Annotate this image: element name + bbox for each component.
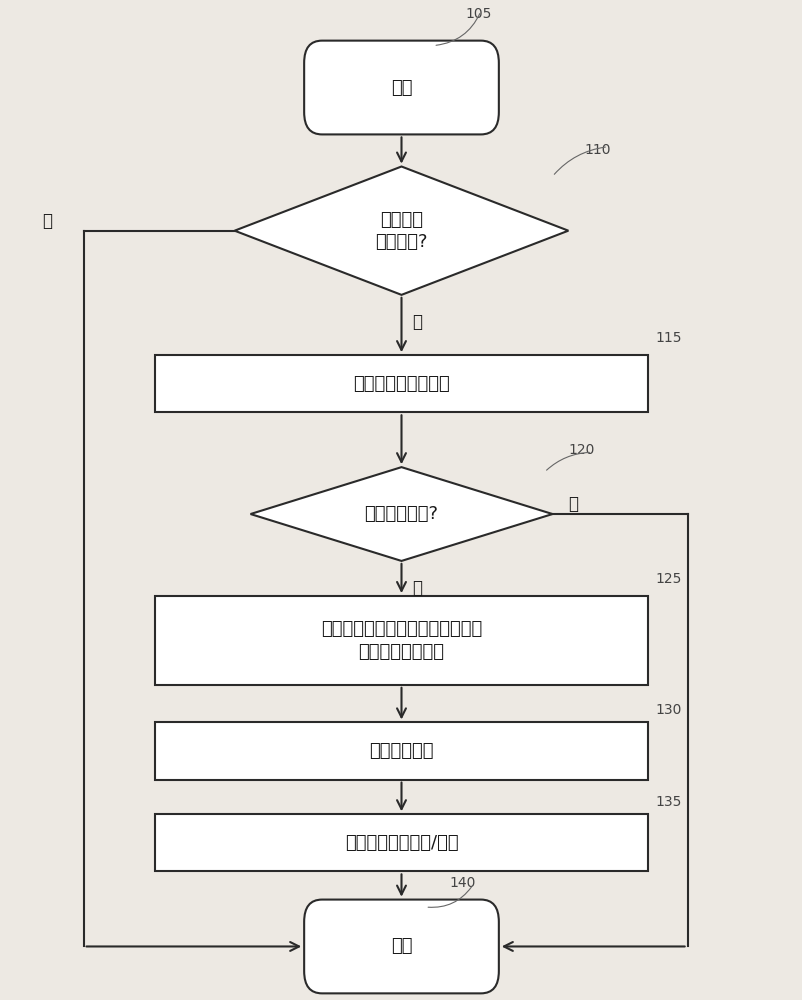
Bar xyxy=(155,596,647,685)
Text: 135: 135 xyxy=(655,795,682,809)
Text: 125: 125 xyxy=(655,572,682,586)
Bar xyxy=(155,814,647,871)
Text: 120: 120 xyxy=(568,443,594,457)
Text: 计算在第一电量百分比和第二电量
百分比之间的电量: 计算在第一电量百分比和第二电量 百分比之间的电量 xyxy=(321,620,481,661)
Text: 140: 140 xyxy=(448,876,475,890)
Text: 结束: 结束 xyxy=(391,937,411,955)
Text: 否: 否 xyxy=(42,212,52,230)
Bar xyxy=(155,355,647,412)
Text: 否: 否 xyxy=(568,495,577,513)
Bar xyxy=(155,722,647,780)
Polygon shape xyxy=(234,167,568,295)
Text: 是: 是 xyxy=(412,313,422,331)
Text: 在特定操
作范围内?: 在特定操 作范围内? xyxy=(375,211,427,251)
Text: 是: 是 xyxy=(412,579,422,597)
Text: 开始: 开始 xyxy=(391,79,411,97)
Text: 确定电池老化因子/参数: 确定电池老化因子/参数 xyxy=(344,834,458,852)
Text: 估计可用容量: 估计可用容量 xyxy=(369,742,433,760)
Text: 检测电池的温度变化: 检测电池的温度变化 xyxy=(353,375,449,393)
Text: 130: 130 xyxy=(655,703,682,717)
Polygon shape xyxy=(250,467,552,561)
Text: 110: 110 xyxy=(584,143,610,157)
FancyBboxPatch shape xyxy=(304,41,498,134)
Text: 105: 105 xyxy=(464,7,491,21)
Text: 115: 115 xyxy=(655,331,682,345)
FancyBboxPatch shape xyxy=(304,900,498,993)
Text: 低于特定阈值?: 低于特定阈值? xyxy=(364,505,438,523)
